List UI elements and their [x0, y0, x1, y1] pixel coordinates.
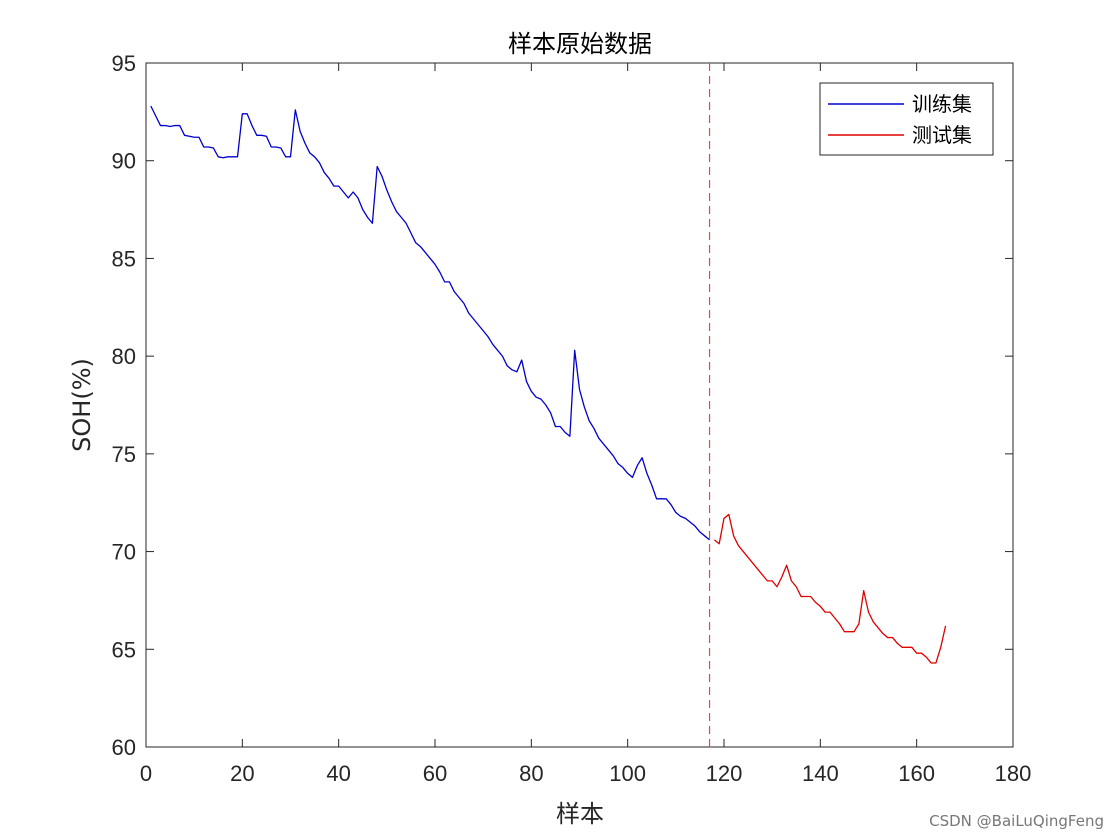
- legend-label-test: 测试集: [912, 123, 972, 147]
- y-tick-label: 80: [112, 344, 136, 369]
- y-tick-label: 70: [112, 540, 136, 565]
- y-tick-label: 60: [112, 735, 136, 760]
- x-tick-label: 80: [519, 761, 543, 786]
- y-axis-title: SOH(%): [68, 358, 96, 452]
- x-tick-label: 120: [706, 761, 743, 786]
- x-tick-label: 60: [423, 761, 447, 786]
- x-tick-label: 180: [995, 761, 1032, 786]
- plot-area-frame: [145, 62, 1014, 748]
- x-tick-label: 100: [609, 761, 646, 786]
- y-tick-label: 90: [112, 149, 136, 174]
- x-tick-label: 160: [898, 761, 935, 786]
- x-tick-label: 140: [802, 761, 839, 786]
- x-tick-label: 40: [326, 761, 350, 786]
- series-line-train: [150, 105, 710, 541]
- x-axis-title: 样本: [556, 800, 604, 828]
- legend-label-train: 训练集: [912, 92, 972, 116]
- y-axis-ticks: 60 65 70 75 80 85 90 95: [112, 51, 1013, 760]
- y-tick-label: 65: [112, 637, 136, 662]
- watermark: CSDN @BaiLuQingFeng: [929, 812, 1104, 830]
- series-layer: [150, 105, 947, 664]
- x-tick-label: 20: [230, 761, 254, 786]
- legend: 训练集 测试集: [819, 82, 994, 156]
- chart-title: 样本原始数据: [508, 30, 652, 58]
- x-axis-ticks: 0 20 40 60 80 100 120 140 160 180: [140, 63, 1031, 786]
- y-tick-label: 95: [112, 51, 136, 76]
- legend-box: [819, 82, 994, 156]
- x-tick-label: 0: [140, 761, 152, 786]
- y-tick-label: 85: [112, 246, 136, 271]
- series-line-test: [713, 513, 947, 664]
- y-tick-label: 75: [112, 442, 136, 467]
